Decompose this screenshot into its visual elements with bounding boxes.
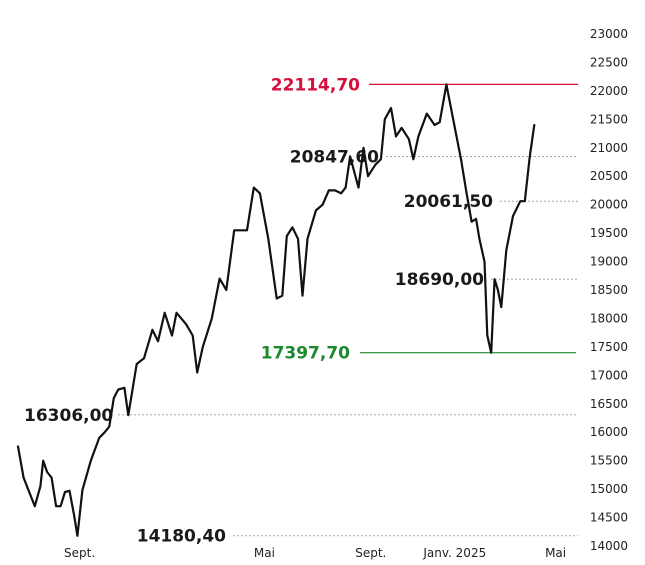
y-tick-label: 22000 [590,84,628,98]
y-axis-ticks: 23000 22500 22000 21500 21000 20500 20000 19500… [590,27,628,553]
x-tick-label: Sept. [64,546,95,560]
prev-annotation-label: 16306,00 [24,406,113,426]
third-annotation-label: 20061,50 [404,192,493,212]
high-annotation-label: 22114,70 [271,75,360,95]
low-2025-annotation-label: 17397,70 [261,344,350,364]
x-tick-label: Mai [545,546,566,560]
y-tick-label: 20500 [590,169,628,183]
x-tick-label: Janv. 2025 [422,546,486,560]
second-annotation-label: 20847,60 [290,147,379,167]
y-tick-label: 17500 [590,340,628,354]
y-tick-label: 16500 [590,397,628,411]
y-tick-label: 21000 [590,141,628,155]
y-tick-label: 18000 [590,311,628,325]
x-tick-label: Sept. [355,546,386,560]
x-tick-label: Mai [254,546,275,560]
y-tick-label: 23000 [590,27,628,41]
y-tick-label: 16000 [590,425,628,439]
y-tick-label: 14000 [590,539,628,553]
y-tick-label: 19000 [590,255,628,269]
y-tick-label: 14500 [590,511,628,525]
x-axis-ticks: Sept. Mai Sept. Janv. 2025 Mai [64,546,566,560]
low-annotation-label: 14180,40 [137,527,226,547]
y-tick-label: 22500 [590,55,628,69]
y-tick-label: 18500 [590,283,628,297]
y-tick-label: 20000 [590,198,628,212]
y-tick-label: 15500 [590,454,628,468]
price-series-line [16,83,536,537]
y-tick-label: 21500 [590,112,628,126]
fourth-annotation-label: 18690,00 [395,270,484,290]
y-tick-label: 17000 [590,368,628,382]
y-tick-label: 19500 [590,226,628,240]
y-tick-label: 15000 [590,482,628,496]
